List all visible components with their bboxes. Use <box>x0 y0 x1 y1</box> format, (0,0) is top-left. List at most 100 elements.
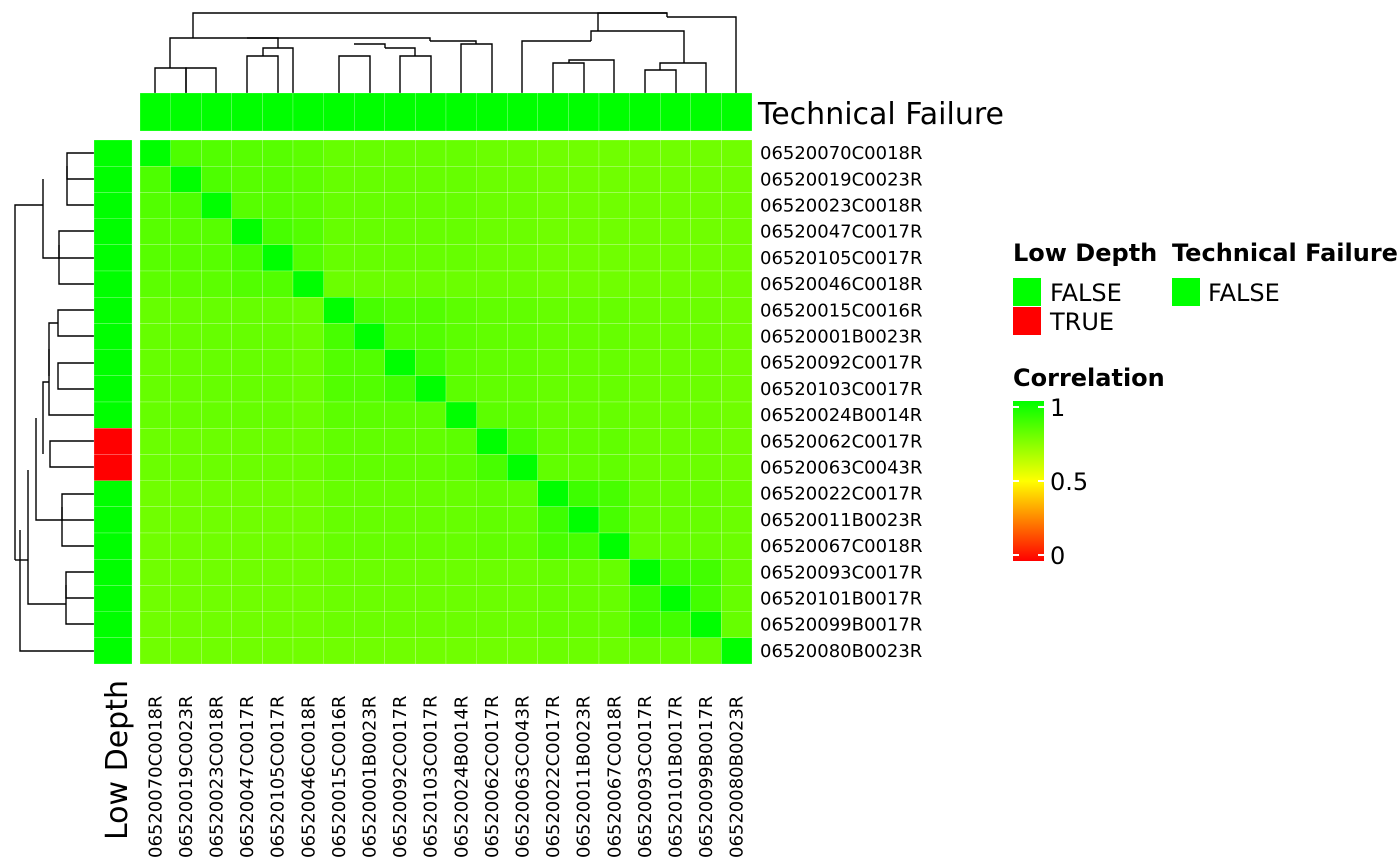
heatmap-cell <box>201 532 232 560</box>
heatmap-cell <box>537 192 569 219</box>
heatmap-cell <box>660 611 691 638</box>
heatmap-cell <box>292 218 324 245</box>
column-labels: 06520070C0018R 06520019C0023R 06520023C001… <box>145 695 747 858</box>
heatmap-cell <box>262 401 294 429</box>
heatmap-cell <box>445 559 477 586</box>
heatmap-cell <box>476 297 508 324</box>
column-label: 06520001B0023R <box>360 696 381 858</box>
heatmap-cell <box>476 218 508 245</box>
low-depth-cell <box>93 323 133 350</box>
row-dendrogram-branch <box>48 322 58 376</box>
heatmap-cell <box>476 585 508 612</box>
technical-failure-cell <box>598 92 630 132</box>
heatmap-cell <box>292 611 324 638</box>
heatmap-cell <box>292 428 324 455</box>
heatmap-cell <box>598 192 630 219</box>
colorbar-tick-label: 0 <box>1050 542 1065 570</box>
heatmap-cell <box>415 506 447 534</box>
heatmap-cell <box>170 585 202 612</box>
heatmap-cell <box>537 297 569 324</box>
technical-failure-cell <box>721 92 753 132</box>
heatmap-cell <box>415 166 447 193</box>
heatmap-cell <box>568 297 600 324</box>
row-labels: 06520070C0018R 06520019C0023R 06520023C001… <box>760 143 923 662</box>
heatmap-cell <box>690 559 722 586</box>
heatmap-cell <box>598 297 630 324</box>
heatmap-cell <box>354 297 385 324</box>
heatmap-cell <box>445 192 477 219</box>
heatmap-cell <box>629 323 661 350</box>
heatmap-cell <box>323 244 355 272</box>
heatmap-cell <box>201 454 232 481</box>
legend: Low Depth Technical Failure FALSE TRUE F… <box>1013 239 1398 570</box>
heatmap-cell <box>415 559 447 586</box>
heatmap-cell <box>660 480 691 507</box>
heatmap-cell <box>354 192 385 219</box>
heatmap-cell <box>598 637 630 665</box>
heatmap-cell <box>415 585 447 612</box>
low-depth-cell <box>93 166 133 193</box>
low-depth-cell <box>93 218 133 245</box>
technical-failure-annotation-bar <box>139 92 753 132</box>
heatmap-cell <box>690 532 722 560</box>
technical-failure-cell <box>384 92 416 132</box>
heatmap-cell <box>323 349 355 376</box>
heatmap-cell <box>415 480 447 507</box>
row-dendrogram-branch <box>58 245 94 285</box>
heatmap-cell <box>415 139 447 167</box>
heatmap-cell <box>262 244 294 272</box>
heatmap-cell <box>231 323 263 350</box>
heatmap-cell <box>690 139 722 167</box>
heatmap-cell <box>660 559 691 586</box>
heatmap-cell <box>201 218 232 245</box>
heatmap-cell <box>721 166 753 193</box>
heatmap-cell <box>139 428 171 455</box>
heatmap-cell <box>568 454 600 481</box>
row-dendrogram-branch <box>65 571 94 599</box>
row-label: 06520062C0017R <box>760 431 923 452</box>
heatmap-cell <box>537 637 569 665</box>
heatmap-cell <box>629 559 661 586</box>
heatmap-cell <box>629 428 661 455</box>
column-dendrogram-branch <box>192 12 667 38</box>
heatmap-cell <box>231 244 263 272</box>
heatmap-cell <box>598 559 630 586</box>
heatmap-cell <box>384 192 416 219</box>
technical-failure-cell <box>507 92 538 132</box>
row-label: 06520093C0017R <box>760 562 923 583</box>
heatmap-cell <box>231 506 263 534</box>
heatmap-cell <box>598 218 630 245</box>
heatmap-cell <box>384 401 416 429</box>
heatmap-cell <box>721 454 753 481</box>
column-label: 06520024B0014R <box>451 696 472 858</box>
column-dendrogram-branch <box>169 37 263 68</box>
heatmap-cell <box>231 454 263 481</box>
heatmap-cell <box>262 349 294 376</box>
heatmap-cell <box>721 585 753 612</box>
heatmap-cell <box>201 480 232 507</box>
heatmap-cell <box>660 139 691 167</box>
column-dendrogram-branch <box>568 59 615 93</box>
heatmap-cell <box>568 218 600 245</box>
heatmap-cell <box>507 323 538 350</box>
heatmap-cell <box>231 585 263 612</box>
low-depth-cell <box>93 297 133 324</box>
heatmap-cell <box>262 559 294 586</box>
heatmap-cell <box>323 323 355 350</box>
technical-failure-cell <box>201 92 232 132</box>
heatmap-cell <box>170 139 202 167</box>
heatmap-cell <box>292 192 324 219</box>
row-dendrogram-branch <box>42 381 49 454</box>
heatmap-cell <box>476 428 508 455</box>
heatmap-cell <box>690 349 722 376</box>
heatmap-cell <box>660 218 691 245</box>
heatmap-cell <box>507 480 538 507</box>
low-depth-cell <box>93 506 133 534</box>
heatmap-cell <box>445 297 477 324</box>
heatmap-cell <box>660 192 691 219</box>
heatmap-cell <box>139 192 171 219</box>
heatmap-cell <box>598 585 630 612</box>
heatmap-cell <box>507 297 538 324</box>
legend-title-correlation: Correlation <box>1013 364 1165 392</box>
low-depth-cell <box>93 349 133 376</box>
